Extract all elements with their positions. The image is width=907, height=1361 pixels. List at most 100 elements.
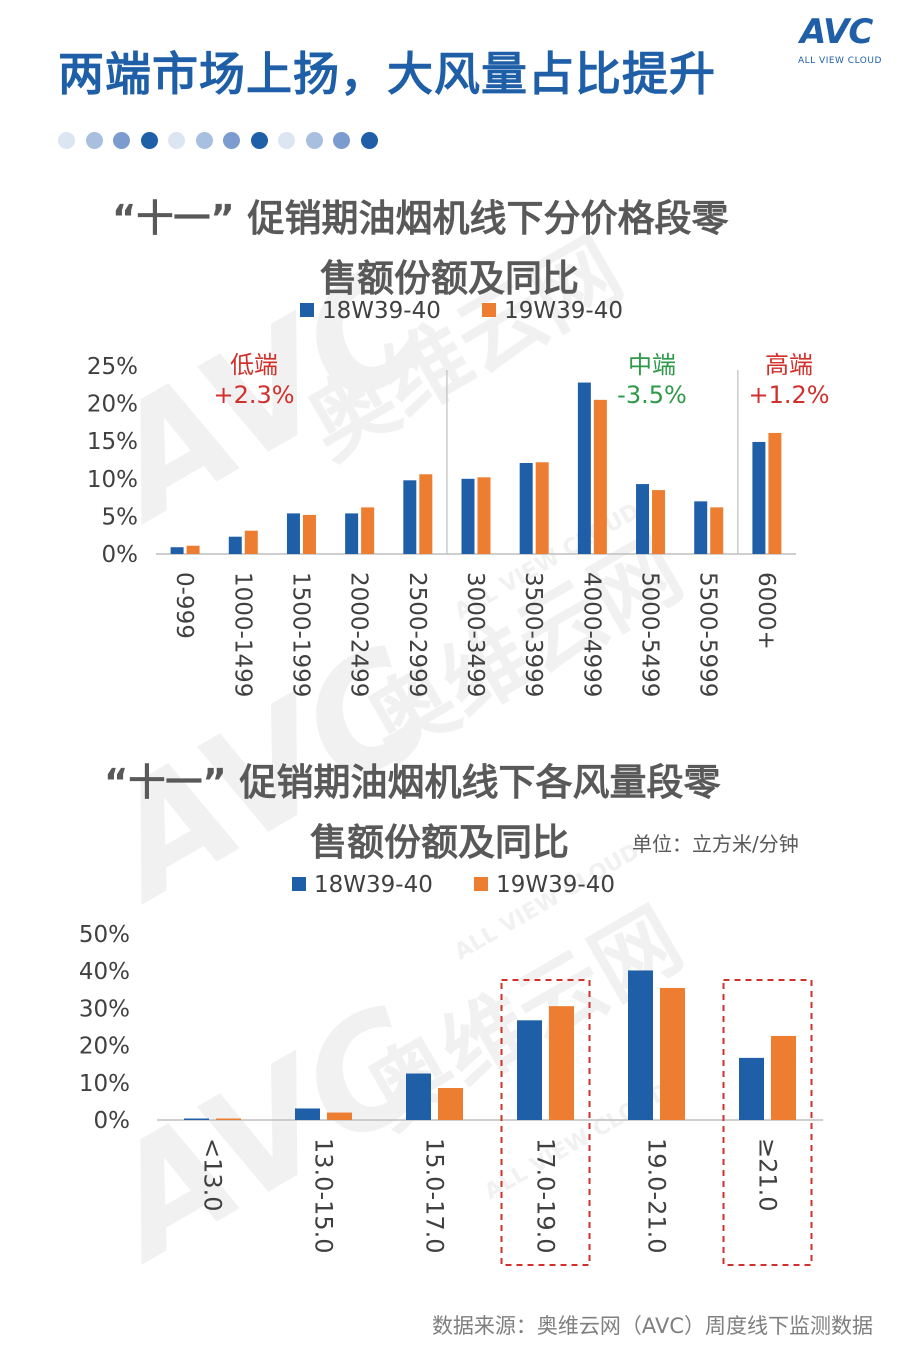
chart2-legend: 18W39-40 19W39-40 (292, 872, 649, 898)
chart1-legend: 18W39-40 19W39-40 (300, 298, 657, 324)
x-tick-label: 17.0-19.0 (532, 1138, 560, 1254)
bar-1 (406, 1073, 431, 1120)
legend-label: 18W39-40 (314, 872, 433, 898)
segment-change: -3.5% (617, 381, 687, 409)
dot (250, 132, 268, 149)
legend-swatch-series2 (482, 303, 497, 317)
x-tick-label: 4000-4999 (578, 572, 604, 697)
segment-change: +1.2% (748, 381, 829, 409)
y-tick-label: 10% (79, 1071, 130, 1097)
bar-1 (295, 1108, 320, 1120)
bar-1 (170, 547, 184, 554)
segment-label: 中端 (628, 351, 676, 379)
bar-2 (660, 987, 685, 1120)
logo-text: AVC (800, 12, 873, 52)
bar-1 (752, 441, 766, 554)
chart2-title-line1: “十一” 促销期油烟机线下各风量段零 (104, 761, 721, 804)
y-tick-label: 20% (87, 392, 138, 418)
x-tick-label: 2500-2999 (404, 572, 430, 697)
bar-1 (694, 501, 708, 554)
bar-1 (628, 970, 653, 1120)
x-tick-label: 0-999 (171, 572, 197, 639)
x-tick-label: 5000-5499 (637, 572, 663, 697)
x-tick-label: 2000-2499 (346, 572, 372, 697)
bar-1 (517, 1020, 542, 1120)
logo-subtext: ALL VIEW CLOUD (798, 56, 882, 66)
bar-2 (244, 530, 258, 554)
bar-2 (477, 477, 491, 554)
legend-item: 18W39-40 (292, 872, 433, 898)
dot (85, 132, 103, 149)
chart2-title-line2: 售额份额及同比 (310, 821, 569, 864)
highlight-box (500, 979, 591, 1266)
dot (140, 132, 158, 149)
bar-2 (768, 432, 782, 554)
airflow-segment-chart: 50% 40% 30% 20% 10% 0% <13.0 13.0-15.0 15.0-17.0… (79, 922, 823, 1266)
bar-1 (461, 478, 475, 554)
y-tick-label: 50% (79, 922, 130, 948)
x-tick-label: 15.0-17.0 (421, 1138, 449, 1254)
bar-1 (184, 1118, 209, 1120)
chart2-title: “十一” 促销期油烟机线下各风量段零 售额份额及同比 (104, 752, 721, 866)
bar-2 (652, 490, 666, 554)
y-tick-label: 10% (87, 467, 138, 493)
decorative-dots (58, 132, 388, 152)
y-tick-label: 25% (87, 354, 138, 380)
x-tick-label: 6000+ (753, 572, 779, 650)
highlight-box (722, 979, 813, 1266)
dot (58, 132, 75, 149)
dot (168, 132, 185, 149)
x-tick-label: ≥21.0 (754, 1138, 782, 1212)
page-title: 两端市场上扬，大风量占比提升 (58, 47, 716, 101)
legend-swatch-series1 (300, 303, 314, 317)
bar-2 (302, 514, 316, 554)
bar-2 (216, 1118, 241, 1120)
bar-1 (286, 513, 300, 554)
dot (278, 132, 295, 149)
bar-2 (593, 399, 607, 554)
x-tick-label: 5500-5999 (695, 572, 721, 697)
y-tick-label: 15% (87, 429, 138, 455)
segment-change: +2.3% (213, 381, 294, 409)
legend-item: 19W39-40 (474, 872, 615, 898)
legend-item: 19W39-40 (482, 298, 623, 324)
y-tick-label: 30% (79, 996, 130, 1022)
x-tick-label: 3000-3499 (462, 572, 488, 697)
avc-logo: AVC ALL VIEW CLOUD (798, 12, 898, 74)
unit-label: 单位：立方米/分钟 (632, 832, 799, 856)
x-tick-label: 1000-1499 (229, 572, 255, 697)
bar-2 (361, 507, 375, 554)
x-tick-label: 13.0-15.0 (310, 1138, 338, 1254)
bar-2 (535, 462, 549, 554)
bar-1 (577, 382, 591, 554)
chart1-title-line1: “十一” 促销期油烟机线下分价格段零 (112, 197, 729, 240)
x-tick-label: <13.0 (199, 1138, 227, 1212)
y-tick-label: 0% (102, 542, 139, 568)
dot (360, 132, 378, 149)
bar-1 (403, 480, 417, 554)
bar-1 (519, 463, 533, 554)
bar-2 (327, 1112, 352, 1120)
segment-label: 低端 (230, 351, 278, 379)
legend-label: 18W39-40 (322, 298, 441, 324)
price-segment-chart: 25% 20% 15% 10% 5% 0% 0-999 1000-1499 1500-1999 2… (87, 351, 830, 697)
dot (305, 132, 323, 149)
chart1-title: “十一” 促销期油烟机线下分价格段零 售额份额及同比 (112, 188, 729, 302)
y-tick-label: 40% (79, 959, 130, 985)
source-note: 数据来源：奥维云网（AVC）周度线下监测数据 (431, 1314, 873, 1338)
bar-1 (345, 513, 359, 554)
bar-1 (228, 536, 242, 554)
bar-2 (186, 545, 200, 554)
legend-swatch-series1 (292, 877, 306, 891)
y-tick-label: 20% (79, 1034, 130, 1060)
dot (333, 132, 350, 149)
dot (113, 132, 130, 149)
legend-label: 19W39-40 (504, 298, 623, 324)
x-tick-label: 1500-1999 (287, 572, 313, 697)
legend-swatch-series2 (474, 877, 489, 891)
legend-item: 18W39-40 (300, 298, 441, 324)
bar-2 (771, 1035, 796, 1120)
dot (195, 132, 213, 149)
y-tick-label: 5% (102, 504, 139, 530)
bar-2 (419, 474, 433, 554)
